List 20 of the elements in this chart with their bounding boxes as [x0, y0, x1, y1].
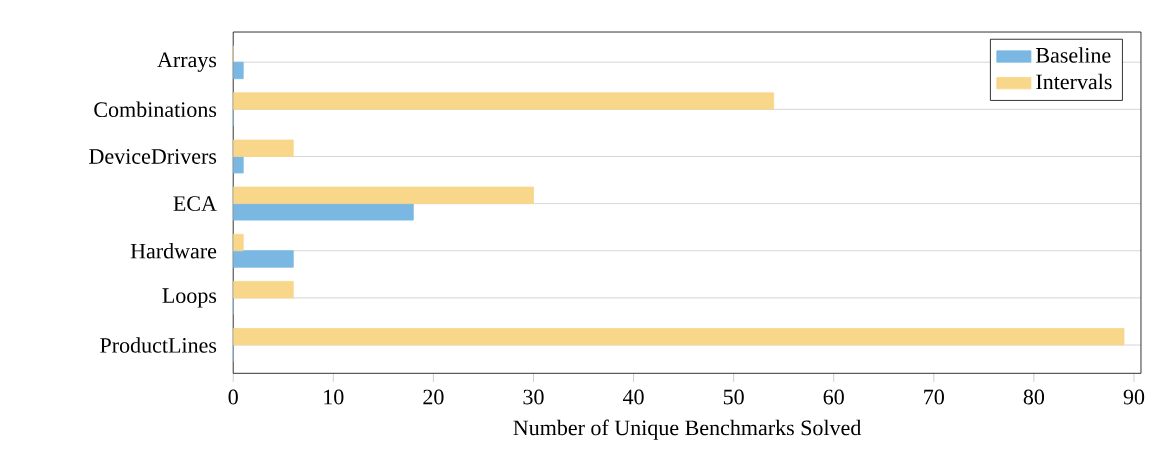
y-tick-label: ECA [173, 196, 217, 211]
y-tick-label: ProductLines [100, 337, 217, 353]
y-tick-label: DeviceDrivers [89, 148, 217, 164]
x-tick-label: 40 [622, 389, 644, 405]
y-tick-label: Arrays [157, 52, 217, 72]
x-tick-label: 70 [924, 389, 944, 405]
x-tick-label: 0 [228, 389, 238, 405]
x-tick-label: 20 [423, 389, 444, 405]
x-tick-label: 60 [823, 389, 844, 405]
y-tick-label: Combinations [94, 101, 217, 117]
x-axis-title: Number of Unique Benchmarks Solved [513, 419, 862, 440]
x-tick-label: 10 [324, 389, 344, 405]
x-tick-label: 50 [723, 389, 744, 405]
x-tick-label: 90 [1123, 389, 1145, 405]
legend-label: Intervals [1036, 73, 1112, 90]
x-tick-label: 80 [1023, 389, 1045, 405]
y-tick-label: Hardware [130, 242, 217, 259]
y-tick-label: Loops [162, 288, 217, 308]
x-tick-label: 30 [523, 389, 544, 405]
legend-label: Baseline [1036, 47, 1111, 63]
